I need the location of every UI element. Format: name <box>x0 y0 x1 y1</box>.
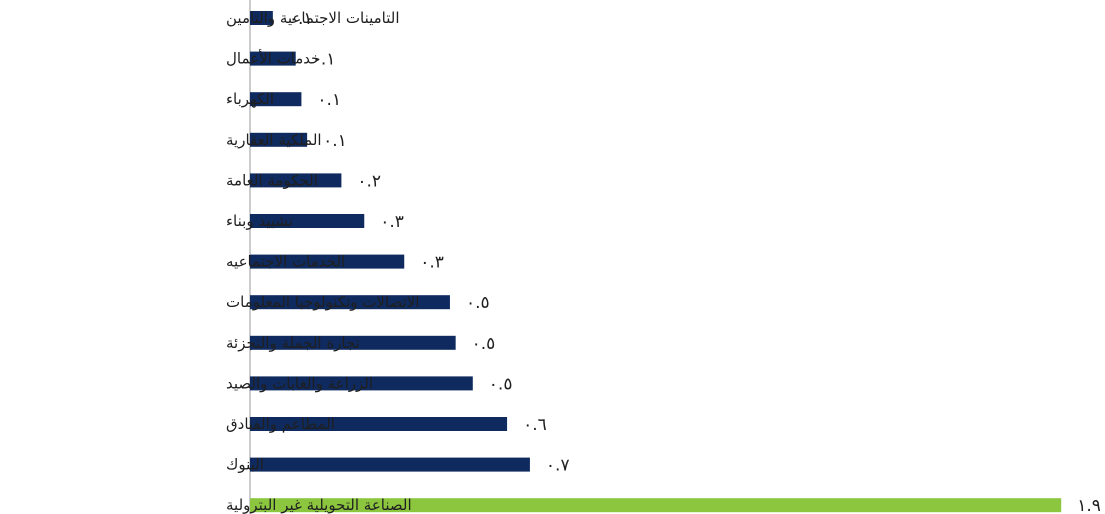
category-label-3: الكهرباء <box>226 90 274 108</box>
category-label-4: الملكية العقارية <box>226 131 322 149</box>
bars-group <box>250 11 1062 513</box>
category-label-6: تشييد وبناء <box>226 212 293 230</box>
bar-9 <box>250 335 456 350</box>
bar-11 <box>250 417 508 431</box>
bar-1 <box>250 11 273 25</box>
value-label-12: ٠.٧ <box>546 456 570 476</box>
category-label-5: الحكومة العامة <box>226 171 318 189</box>
category-labels-group: التامينات الاجتماعية والتامين خدمات الأعم… <box>226 9 419 514</box>
value-label-3: ٠.١ <box>317 90 341 110</box>
value-label-8: ٠.٥ <box>466 293 490 313</box>
value-label-9: ٠.٥ <box>472 334 496 354</box>
bar-2 <box>250 51 296 66</box>
bar-4 <box>250 132 308 147</box>
bar-13 <box>250 498 1062 513</box>
category-label-1: التامينات الاجتماعية والتامين <box>226 9 400 27</box>
category-label-10: الزراعة والغابات والصيد <box>226 374 373 392</box>
value-label-10: ٠.٥ <box>489 374 513 394</box>
value-label-1: ٠.١ <box>289 9 313 29</box>
value-label-6: ٠.٣ <box>380 212 404 232</box>
category-label-13: الصناعة التحويلية غير البترولية <box>226 496 412 514</box>
category-label-7: الخدمات الاجتماعيه <box>226 253 345 271</box>
value-label-7: ٠.٣ <box>420 253 444 273</box>
bar-6 <box>250 214 365 228</box>
value-label-13: ١.٩ <box>1077 496 1101 514</box>
category-label-11: المطاعم والفنادق <box>226 415 335 433</box>
bar-8 <box>250 295 450 310</box>
bar-5 <box>250 173 342 188</box>
bar-7 <box>250 254 405 269</box>
bar-12 <box>250 457 530 472</box>
value-labels-group: ٠.١ ٠.١ ٠.١ ٠.١ ٠.٢ ٠.٣ ٠.٣ ٠.٥ ٠.٥ ٠.٥ ٠.٦ ٠.٧ ١.٩ <box>289 9 1101 514</box>
bar-10 <box>250 376 473 391</box>
value-label-2: ٠.١ <box>312 50 336 70</box>
value-label-4: ٠.١ <box>323 131 347 151</box>
value-label-11: ٠.٦ <box>523 415 547 435</box>
category-label-9: تجارة الجملة والتجزئة <box>226 334 360 352</box>
bar-3 <box>250 92 302 107</box>
category-label-2: خدمات الأعمال <box>226 49 320 68</box>
category-label-8: الاتصالات وتكنولوجيا المعلومات <box>226 293 419 311</box>
value-label-5: ٠.٢ <box>357 171 381 191</box>
category-label-12: البنوك <box>226 456 264 474</box>
